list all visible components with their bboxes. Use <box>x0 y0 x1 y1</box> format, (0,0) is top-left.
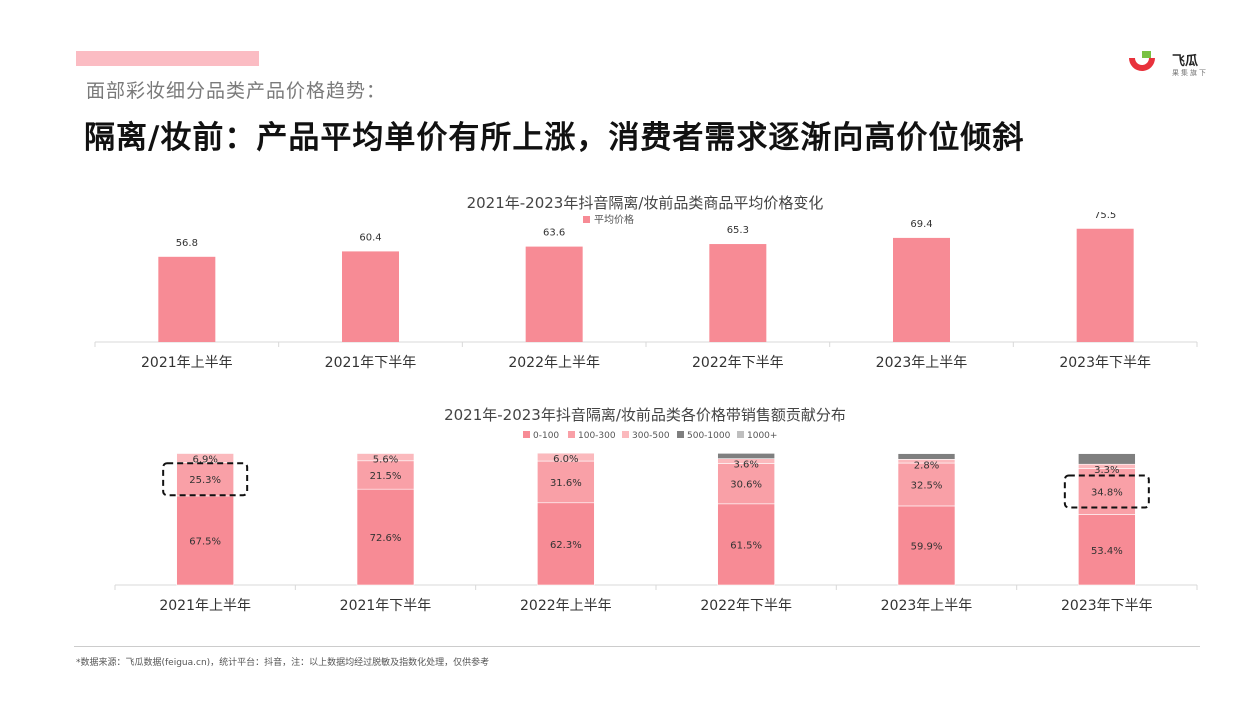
value-label: 56.8 <box>176 238 198 249</box>
segment-label: 62.3% <box>550 540 582 551</box>
x-tick-label: 2022年上半年 <box>508 355 600 371</box>
highlight-box <box>1063 474 1150 509</box>
segment-label: 72.6% <box>370 533 402 544</box>
value-label: 69.4 <box>910 219 932 230</box>
legend-swatch <box>568 431 575 438</box>
average-price-chart: 平均价格 56.8 2021年上半年 60.4 2021年下半年 63.6 2022年上半年… <box>94 212 1198 371</box>
bar-segment-0-100 <box>356 488 415 586</box>
bar-segment-1000+ <box>1078 452 1136 454</box>
segment-label: 3.3% <box>1094 465 1119 476</box>
price-band-share-chart: 0-100 100-300 300-500 500-1000 1000+ 67.5% 25.… <box>114 431 1198 614</box>
page-subtitle: 面部彩妆细分品类产品价格趋势： <box>86 80 387 102</box>
feigua-logo-icon <box>1129 51 1155 71</box>
segment-label: 30.6% <box>730 480 762 491</box>
value-label: 65.3 <box>727 225 749 236</box>
bar-segment-500-1000 <box>897 453 956 460</box>
legend-item-average-price: 平均价格 <box>583 213 634 226</box>
bar-segment-100-300 <box>897 462 956 507</box>
bar-2021年上半年 <box>158 256 216 342</box>
segment-label: 25.3% <box>189 475 221 486</box>
segment-label: 21.5% <box>370 471 402 482</box>
legend-label: 1000+ <box>747 431 777 441</box>
legend-label: 300-500 <box>632 431 670 441</box>
segment-label: 34.8% <box>1091 488 1123 499</box>
segment-label: 67.5% <box>189 536 221 547</box>
value-label: 63.6 <box>543 228 565 239</box>
value-label: 75.5 <box>1094 212 1116 221</box>
chart1-title: 2021年-2023年抖音隔离/妆前品类商品平均价格变化 <box>466 194 824 212</box>
segment-label: 53.4% <box>1091 546 1123 557</box>
segment-label: 3.6% <box>733 460 758 471</box>
segment-label: 61.5% <box>730 540 762 551</box>
segment-label: 6.9% <box>192 454 217 465</box>
bar-segment-0-100 <box>717 503 775 586</box>
footer-divider <box>74 646 1200 647</box>
accent-bar <box>76 51 259 66</box>
segment-label: 2.8% <box>914 460 939 471</box>
x-tick-label: 2021年上半年 <box>141 355 233 371</box>
x-tick-label: 2023年上半年 <box>876 355 968 371</box>
x-tick-label: 2021年下半年 <box>325 355 417 371</box>
segment-label: 6.0% <box>553 454 578 465</box>
legend-item-300-500: 300-500 <box>622 431 670 441</box>
bar-segment-1000+ <box>897 452 956 454</box>
x-tick-label: 2022年上半年 <box>520 598 612 614</box>
bar-2022年上半年 <box>525 246 583 342</box>
x-tick-label: 2023年下半年 <box>1059 355 1151 371</box>
bar-segment-500-1000 <box>1078 453 1136 465</box>
bar-2021年下半年 <box>342 251 399 342</box>
legend-item-500-1000: 500-1000 <box>677 431 731 441</box>
legend-swatch <box>523 431 530 438</box>
x-tick-label: 2021年上半年 <box>159 598 251 614</box>
legend-item-0-100: 0-100 <box>523 431 559 441</box>
bar-2023年下半年 <box>1076 228 1134 342</box>
footnote: *数据来源：飞瓜数据(feigua.cn)，统计平台：抖音，注：以上数据均经过脱… <box>76 658 490 668</box>
bar-segment-500-1000 <box>717 452 775 459</box>
legend-label: 0-100 <box>533 431 559 441</box>
legend-label: 500-1000 <box>687 431 731 441</box>
chart2-title: 2021年-2023年抖音隔离/妆前品类各价格带销售额贡献分布 <box>444 406 846 424</box>
legend-swatch <box>622 431 629 438</box>
bar-segment-100-300 <box>176 462 234 497</box>
x-tick-label: 2022年下半年 <box>700 598 792 614</box>
x-tick-label: 2021年下半年 <box>340 598 432 614</box>
bar-segment-0-100 <box>1078 514 1136 586</box>
bar-segment-100-300 <box>537 460 595 504</box>
highlight-box <box>162 462 249 497</box>
legend-swatch <box>737 431 744 438</box>
page-headline: 隔离/妆前：产品平均单价有所上涨，消费者需求逐渐向高价位倾斜 <box>84 120 1025 156</box>
legend-item-1000+: 1000+ <box>737 431 777 441</box>
x-tick-label: 2023年下半年 <box>1061 598 1153 614</box>
bar-segment-100-300 <box>717 463 775 505</box>
segment-label: 32.5% <box>911 480 943 491</box>
bar-2023年上半年 <box>893 237 950 342</box>
segment-label: 31.6% <box>550 478 582 489</box>
legend-item-100-300: 100-300 <box>568 431 616 441</box>
segment-label: 5.6% <box>373 454 398 465</box>
bar-segment-0-100 <box>537 502 595 586</box>
legend-swatch <box>583 216 590 223</box>
bar-2022年下半年 <box>709 244 767 342</box>
value-label: 60.4 <box>359 232 381 243</box>
x-tick-label: 2022年下半年 <box>692 355 784 371</box>
logo-brand-text: 飞瓜 <box>1172 54 1199 69</box>
bar-segment-100-300 <box>356 460 415 490</box>
legend-label: 平均价格 <box>594 213 634 226</box>
logo-sub-text: 果集旗下 <box>1172 69 1208 77</box>
x-tick-label: 2023年上半年 <box>881 598 973 614</box>
legend-label: 100-300 <box>578 431 616 441</box>
segment-label: 59.9% <box>911 541 943 552</box>
legend-swatch <box>677 431 684 438</box>
